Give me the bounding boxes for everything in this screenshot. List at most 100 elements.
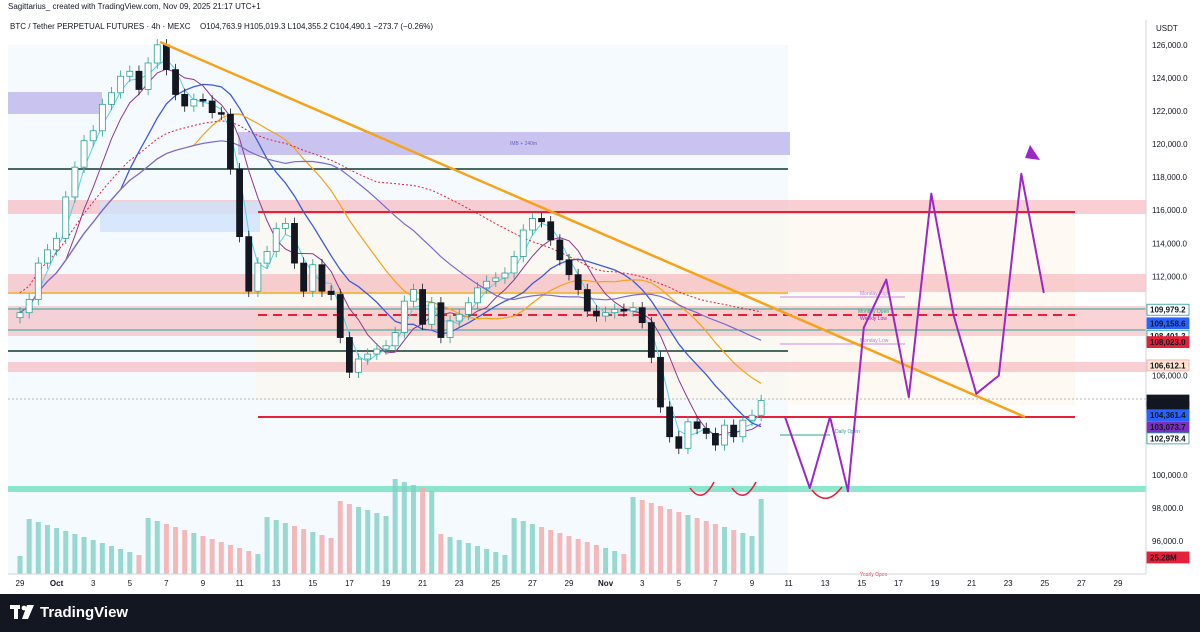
price-badge-label: 03:42:01	[1150, 403, 1183, 412]
price-badge-box	[1146, 409, 1190, 422]
price-badge-box	[1146, 551, 1190, 564]
time-tick-label: 27	[528, 579, 537, 588]
monthly-open-label: Monthly Open	[858, 309, 889, 315]
volume-bar	[282, 523, 288, 574]
price-badge: 109,979.2	[1146, 303, 1190, 316]
volume-bar	[17, 556, 23, 574]
volume-bar	[749, 536, 755, 574]
price-chart[interactable]: IMB + 240m Monday High Monthly Open Week…	[0, 0, 1200, 594]
candle-body	[44, 249, 51, 264]
volume-bar	[694, 518, 700, 574]
candle-body	[373, 348, 381, 355]
candle-body	[272, 227, 280, 252]
price-tick-label: 118,000.0	[1152, 173, 1188, 182]
volume-bar	[356, 507, 362, 574]
volume-bar	[365, 510, 371, 574]
volume-bar	[319, 535, 325, 574]
volume-bar	[658, 506, 663, 574]
volume-bar	[109, 546, 114, 574]
candle-body	[281, 223, 289, 229]
volume-bar	[26, 519, 32, 574]
candle-body	[529, 218, 536, 231]
time-tick-label: 21	[418, 579, 427, 588]
candle-body	[227, 113, 234, 170]
time-tick-label: 13	[272, 579, 281, 588]
volume-bar	[54, 528, 60, 574]
header-bar: Sagittarius_ created with TradingView.co…	[0, 0, 1200, 31]
volume-bar	[63, 531, 69, 574]
volume-bar	[154, 521, 160, 574]
volume-bar	[173, 527, 179, 574]
volume-bar	[465, 543, 471, 574]
time-tick-label: 5	[128, 579, 133, 588]
volume-bar	[703, 521, 709, 574]
candle-body	[693, 421, 701, 429]
volume-bar	[584, 542, 590, 574]
price-badge-label: 102,978.4	[1150, 434, 1186, 443]
candle-body	[556, 239, 564, 261]
price-badge: 102,978.4	[1146, 432, 1190, 445]
ohlc-line: O104,763.9 H105,019.3 L104,355.2 C104,49…	[200, 22, 434, 31]
yearly-open-label: Yearly Open	[860, 572, 888, 578]
price-badges: 109,979.2109,158.6108,401.3108,023.0106,…	[1146, 303, 1190, 564]
time-tick-label: 19	[931, 579, 940, 588]
time-tick-label: Nov	[598, 579, 614, 588]
volume-bar	[163, 524, 169, 574]
monday-high-label: Monday High	[860, 291, 890, 297]
price-tick-label: 100,000.0	[1152, 471, 1188, 480]
candle-body	[565, 259, 573, 276]
volume-bar	[401, 482, 407, 574]
volume-bar	[456, 540, 462, 574]
volume-bar	[81, 537, 87, 574]
candle-body	[181, 94, 189, 107]
price-badge: 106,612.1	[1146, 359, 1190, 372]
volume-bar	[145, 518, 151, 574]
price-tick-label: 98,000.0	[1152, 504, 1184, 513]
volume-bar	[548, 530, 554, 574]
tradingview-logo[interactable]: TradingView	[10, 603, 128, 621]
price-badge-label: 25.28M	[1150, 553, 1177, 562]
candle-body	[602, 312, 609, 317]
volume-bar	[722, 527, 728, 574]
volume-bar	[227, 545, 233, 574]
candle-body	[400, 300, 408, 333]
candle-body	[62, 196, 70, 239]
candle-body	[629, 307, 637, 312]
bounce-arrow-2	[731, 481, 757, 496]
candle-body	[410, 289, 417, 302]
projection-path	[784, 172, 1045, 493]
candle-body	[446, 320, 454, 338]
moving-averages	[19, 58, 762, 437]
candle-body	[583, 289, 591, 312]
volume-bar	[447, 537, 453, 574]
price-axis-ticks: 126,000.0 124,000.0 122,000.0 120,000.0 118,…	[1152, 41, 1188, 546]
supply-zone-106k	[8, 362, 1146, 372]
candle-body	[666, 406, 674, 438]
price-tick-label: 126,000.0	[1152, 41, 1188, 50]
author-line: Sagittarius_ created with TradingView.co…	[8, 2, 261, 11]
moving-average-6	[19, 68, 762, 437]
symbol-line: BTC / Tether PERPETUAL FUTURES · 4h · ME…	[10, 22, 191, 31]
volume-bar	[557, 533, 563, 574]
candle-body	[638, 307, 646, 324]
volume-bar	[410, 485, 416, 574]
candle-body	[547, 221, 555, 241]
volume-bar	[493, 552, 499, 574]
candle-body	[53, 237, 60, 251]
time-tick-label: 7	[164, 579, 169, 588]
volume-bar	[639, 500, 645, 574]
imb-zone-top	[238, 132, 790, 155]
candle-body	[355, 358, 362, 373]
candle-body	[730, 424, 738, 438]
candle-body	[144, 62, 152, 90]
weekly-low-label: Weekly Low	[860, 316, 887, 322]
price-badge-box	[1146, 336, 1190, 348]
volume-bar	[301, 529, 307, 574]
candle-body	[501, 272, 509, 279]
candles	[16, 39, 765, 455]
price-badge-label: 109,158.6	[1150, 319, 1186, 328]
price-tick-label: 106,000.0	[1152, 372, 1188, 381]
price-badge-label: 103,073.7	[1150, 423, 1186, 432]
candle-body	[98, 103, 106, 132]
price-tick-label: 96,000.0	[1152, 537, 1184, 546]
